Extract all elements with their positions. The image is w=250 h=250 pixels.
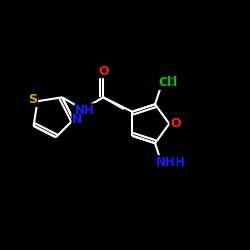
Text: S: S bbox=[28, 94, 38, 106]
Text: Cl: Cl bbox=[158, 76, 171, 89]
Text: NH: NH bbox=[166, 156, 186, 169]
Text: S: S bbox=[28, 94, 38, 106]
Text: NH: NH bbox=[75, 104, 95, 117]
Text: O: O bbox=[98, 64, 108, 78]
Text: N: N bbox=[72, 113, 83, 126]
Text: NH: NH bbox=[156, 156, 176, 169]
Text: NH: NH bbox=[75, 104, 95, 117]
Text: O: O bbox=[170, 117, 181, 130]
Text: N: N bbox=[72, 113, 83, 126]
Text: Cl: Cl bbox=[165, 76, 178, 89]
Text: O: O bbox=[170, 117, 181, 130]
Text: O: O bbox=[98, 64, 108, 78]
Text: O: O bbox=[170, 117, 181, 130]
Text: S: S bbox=[28, 94, 38, 106]
Text: NH: NH bbox=[75, 104, 95, 117]
Text: N: N bbox=[72, 113, 83, 126]
Text: NH: NH bbox=[156, 156, 176, 169]
Text: O: O bbox=[98, 64, 108, 78]
Text: Cl: Cl bbox=[158, 76, 171, 89]
